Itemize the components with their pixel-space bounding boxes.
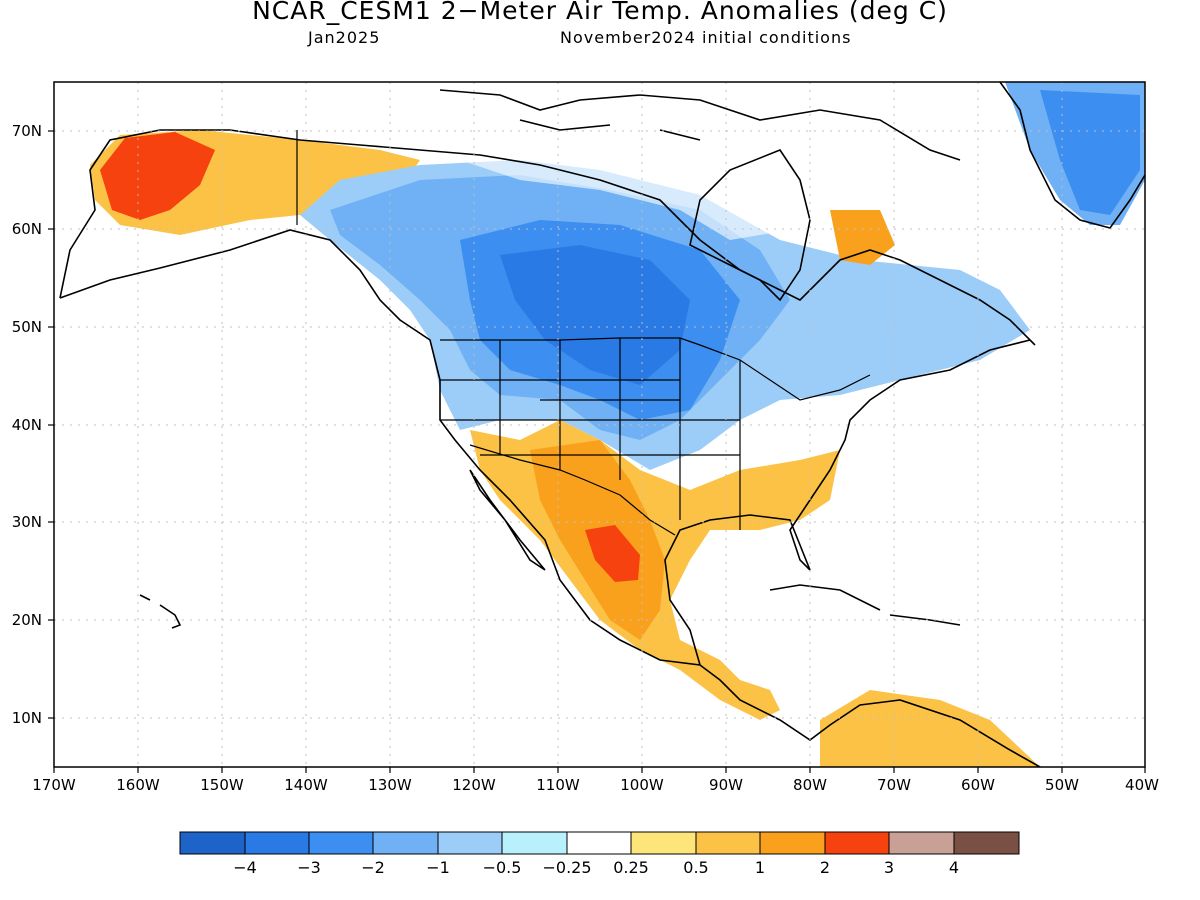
gulf-of-mexico-coast [664, 339, 1031, 666]
labrador-warm-anomaly [830, 210, 895, 265]
mexico-core-warm-anomaly [585, 525, 640, 582]
hudson-bay [689, 149, 811, 302]
arctic-islands [439, 89, 961, 161]
south-america-warm-anomaly [820, 690, 1040, 767]
anomaly-shading [90, 82, 1145, 767]
greenland-strong-cold-anomaly [1040, 90, 1140, 215]
lat-label: 70N [12, 122, 42, 140]
lat-label: 40N [12, 416, 42, 434]
legend-label: 2 [820, 858, 830, 877]
lon-label: 40W [1125, 776, 1159, 794]
hawaii [139, 594, 182, 629]
us-state-lines [440, 338, 741, 530]
legend-label: −0.5 [483, 858, 522, 877]
legend-swatch [566, 831, 632, 855]
legend-swatch [695, 831, 761, 855]
map-title: NCAR_CESM1 2−Meter Air Temp. Anomalies (… [252, 0, 948, 25]
legend-labels: −4 −3 −2 −1 −0.5 −0.25 0.25 0.5 1 2 3 4 [233, 858, 959, 877]
legend-swatch [953, 831, 1020, 855]
legend-swatch [501, 831, 568, 855]
coastlines [59, 82, 1145, 767]
lat-label: 50N [12, 318, 42, 336]
lon-label: 50W [1045, 776, 1079, 794]
legend-swatch [244, 831, 310, 855]
lon-label: 170W [32, 776, 76, 794]
legend-swatch [437, 831, 503, 855]
legend-label: 4 [949, 858, 959, 877]
central-very-strong-cold-anomaly [500, 245, 690, 385]
lon-label: 90W [709, 776, 743, 794]
legend-swatch [179, 831, 246, 855]
legend-swatch [824, 831, 890, 855]
legend-label: 0.25 [613, 858, 649, 877]
lat-label: 60N [12, 220, 42, 238]
lat-label: 30N [12, 513, 42, 531]
legend-label: −4 [233, 858, 257, 877]
lon-label: 80W [793, 776, 827, 794]
lon-label: 110W [536, 776, 580, 794]
legend-label: 1 [755, 858, 765, 877]
legend-swatch [759, 831, 826, 855]
legend-label: −0.25 [542, 858, 591, 877]
color-legend [179, 831, 1020, 855]
lat-label: 20N [12, 611, 42, 629]
arctic-coastline [59, 129, 1036, 346]
baja-california [469, 469, 546, 571]
us-mexico-border [469, 444, 676, 536]
lat-label: 10N [12, 709, 42, 727]
forecast-month: Jan2025 [308, 28, 381, 47]
legend-label: 3 [884, 858, 894, 877]
alaska-strong-warm-anomaly [100, 132, 215, 220]
legend-swatch [372, 831, 439, 855]
lon-label: 120W [452, 776, 496, 794]
caribbean-islands [769, 584, 961, 626]
legend-label: 0.5 [683, 858, 708, 877]
lon-label: 160W [116, 776, 160, 794]
lon-label: 70W [877, 776, 911, 794]
lon-label: 60W [961, 776, 995, 794]
legend-label: −2 [361, 858, 385, 877]
graticule [54, 82, 1145, 767]
legend-label: −1 [426, 858, 450, 877]
greenland-coastline [999, 82, 1145, 229]
legend-swatch [308, 831, 374, 855]
political-borders [296, 130, 871, 536]
legend-label: −3 [297, 858, 321, 877]
lon-label: 130W [368, 776, 412, 794]
us-canada-border [440, 337, 871, 401]
longitude-labels: 170W 160W 150W 140W 130W 120W 110W 100W … [32, 776, 1159, 794]
initial-conditions: November2024 initial conditions [560, 28, 852, 47]
north-america-coastline [59, 229, 1041, 767]
legend-swatch [630, 831, 697, 855]
lon-label: 100W [620, 776, 664, 794]
axis-ticks [48, 130, 1146, 773]
lon-label: 140W [284, 776, 328, 794]
lon-label: 150W [200, 776, 244, 794]
latitude-labels: 70N 60N 50N 40N 30N 20N 10N [12, 122, 42, 727]
legend-swatch [888, 831, 955, 855]
